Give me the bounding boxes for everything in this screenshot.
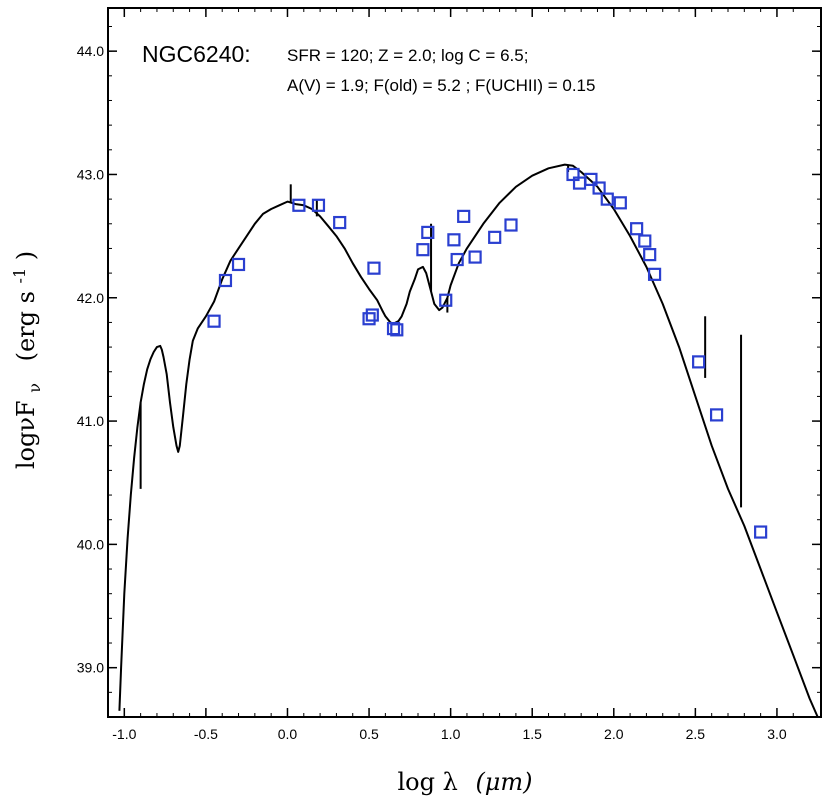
plot-frame <box>107 7 822 718</box>
y-tick-label: 39.0 <box>77 660 104 676</box>
y-axis-title-unit: (erg s <box>12 291 40 361</box>
x-tick-label: 1.0 <box>441 726 461 742</box>
x-axis-title: log λ (μm) <box>397 768 532 796</box>
x-tick-label: 2.0 <box>604 726 624 742</box>
observed-point <box>638 234 652 248</box>
observed-point <box>447 233 461 247</box>
y-tick-label: 42.0 <box>77 290 104 306</box>
observed-point <box>613 196 627 210</box>
observed-point <box>218 273 233 288</box>
observed-point <box>292 198 306 212</box>
observed-point <box>439 293 453 307</box>
x-axis-title-unit: (μm) <box>475 768 532 796</box>
observed-point <box>367 261 381 275</box>
observed-point <box>311 198 326 212</box>
annotation-line-1: SFR = 120; Z = 2.0; log C = 6.5; <box>287 46 528 65</box>
axis-ticks <box>108 8 821 718</box>
chart-title: NGC6240: <box>142 41 251 67</box>
x-tick-labels: -1.0 -0.5 0.0 0.5 1.0 1.5 2.0 2.5 3.0 <box>112 726 787 742</box>
observed-point <box>468 250 482 264</box>
x-tick-label: 0.5 <box>359 726 379 742</box>
observed-point <box>457 209 471 223</box>
x-tick-label: 0.0 <box>278 726 298 742</box>
y-axis-title-main: logνF <box>12 400 40 469</box>
observed-point <box>643 248 657 262</box>
observed-point <box>709 408 724 422</box>
observed-point <box>647 267 662 281</box>
x-tick-label: 1.5 <box>522 726 542 742</box>
x-tick-label: 3.0 <box>767 726 787 742</box>
model-line <box>118 163 819 718</box>
model-series <box>118 163 819 718</box>
observed-point <box>450 252 464 267</box>
observed-point <box>362 312 376 326</box>
y-tick-label: 43.0 <box>77 166 104 182</box>
observed-point <box>365 308 379 322</box>
observed-point <box>692 355 706 369</box>
y-axis-title-sup: -1 <box>10 268 29 284</box>
y-tick-labels: 39.0 40.0 41.0 42.0 43.0 44.0 <box>77 43 104 676</box>
annotation-line-2: A(V) = 1.9; F(old) = 5.2 ; F(UCHII) = 0.… <box>287 76 595 95</box>
y-tick-label: 44.0 <box>77 43 104 59</box>
x-tick-label: -1.0 <box>112 726 136 742</box>
observed-point <box>584 172 598 186</box>
observed-point <box>600 192 614 206</box>
y-axis-title: logνF ν (erg s -1 ) <box>3 251 46 469</box>
observed-point <box>390 323 404 337</box>
observed-point <box>386 321 401 336</box>
observed-point <box>231 257 246 272</box>
observed-point <box>754 525 768 539</box>
observed-point <box>207 314 221 328</box>
x-axis-title-main: log λ <box>397 768 457 796</box>
observed-point <box>630 222 644 236</box>
y-axis-title-close: ) <box>12 251 40 260</box>
y-tick-label: 40.0 <box>77 536 104 552</box>
observed-point <box>592 181 606 195</box>
x-tick-label: 2.5 <box>686 726 706 742</box>
observed-point <box>488 230 502 244</box>
x-tick-label: -0.5 <box>194 726 218 742</box>
observed-point <box>333 215 347 230</box>
observed-series <box>207 167 768 539</box>
observed-point <box>416 243 430 257</box>
y-axis-title-sub: ν <box>25 383 44 393</box>
y-tick-label: 41.0 <box>77 413 104 429</box>
observed-point <box>504 218 518 232</box>
observed-point <box>421 225 435 240</box>
